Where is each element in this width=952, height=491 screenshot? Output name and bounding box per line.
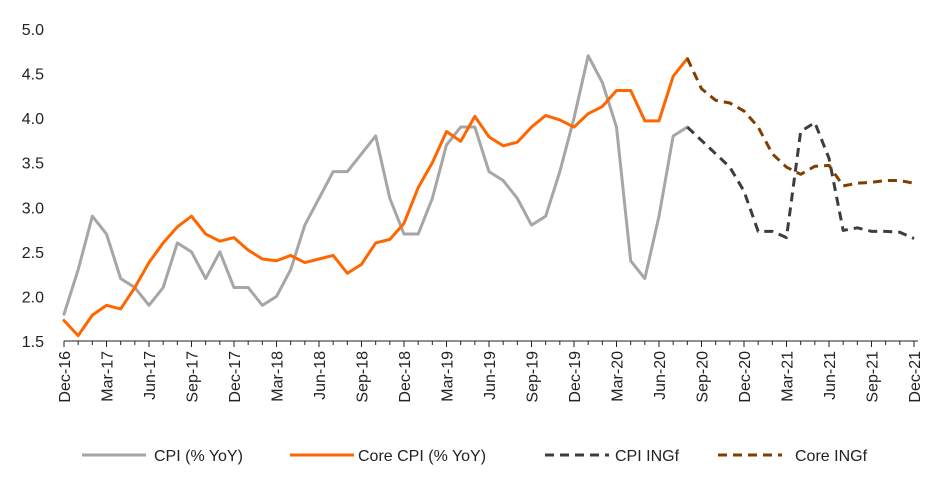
x-axis-tick-labels: Dec-16 Mar-17 Jun-17 Sep-17 Dec-17 Mar-18 Jun-… (57, 351, 924, 403)
x-tick-label: Mar-21 (780, 351, 797, 402)
legend-label-0: CPI (% YoY) (154, 448, 243, 465)
y-axis-tick-labels: 1.5 2.0 2.5 3.0 3.5 4.0 4.5 5.0 (22, 22, 44, 351)
y-tick-label: 2.0 (22, 289, 44, 306)
series-line-1 (62, 56, 689, 338)
legend: CPI (% YoY) Core CPI (% YoY) CPI INGf Core … (82, 448, 868, 465)
x-tick-label: Mar-19 (440, 351, 457, 402)
y-tick-label: 3.5 (22, 156, 44, 173)
x-tick-label: Dec-21 (907, 351, 924, 403)
x-tick-label: Mar-18 (270, 351, 287, 402)
x-tick-label: Dec-16 (57, 351, 74, 403)
y-tick-label: 3.0 (22, 200, 44, 217)
x-tick-label: Jun-19 (482, 351, 499, 400)
y-tick-label: 1.5 (22, 334, 44, 351)
y-tick-label: 2.5 (22, 245, 44, 262)
x-tick-label: Dec-19 (567, 351, 584, 403)
x-tick-label: Sep-21 (865, 351, 882, 403)
x-tick-label: Mar-20 (610, 351, 627, 402)
series-line-3 (685, 57, 915, 188)
x-tick-label: Sep-20 (695, 351, 712, 403)
x-tick-label: Dec-17 (227, 351, 244, 403)
series-line-0 (62, 54, 689, 316)
x-tick-label: Sep-19 (525, 351, 542, 403)
x-tick-label: Jun-17 (142, 351, 159, 400)
y-tick-label: 4.0 (22, 111, 44, 128)
legend-label-2: CPI INGf (615, 448, 680, 465)
x-tick-label: Jun-21 (822, 351, 839, 400)
series-lines (62, 54, 915, 338)
x-tick-label: Mar-17 (100, 351, 117, 402)
x-tick-label: Sep-17 (185, 351, 202, 403)
legend-label-1: Core CPI (% YoY) (358, 448, 486, 465)
x-tick-label: Jun-20 (652, 351, 669, 400)
series-line-2 (686, 121, 915, 240)
x-tick-label: Dec-18 (397, 351, 414, 403)
y-tick-label: 4.5 (22, 67, 44, 84)
axes (63, 340, 918, 347)
legend-label-3: Core INGf (795, 448, 868, 465)
y-tick-label: 5.0 (22, 22, 44, 39)
x-tick-label: Sep-18 (355, 351, 372, 403)
x-tick-label: Jun-18 (312, 351, 329, 400)
x-tick-label: Dec-20 (737, 351, 754, 403)
